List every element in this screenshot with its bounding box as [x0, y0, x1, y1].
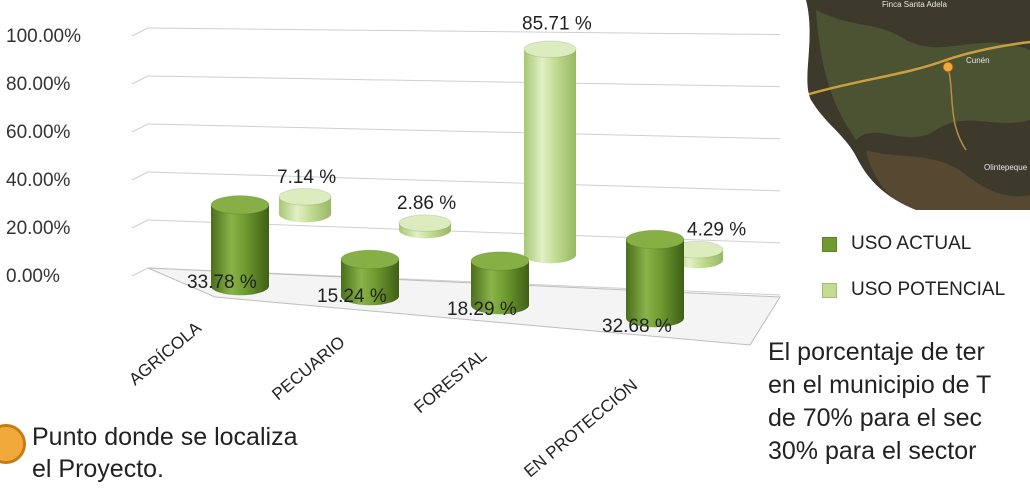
gridline-side: [131, 267, 149, 277]
note-line: en el municipio de T: [768, 371, 992, 399]
bar-uso-potencial-body: [524, 49, 576, 264]
bar-chart: 0.00% 20.00% 40.00% 60.00% 80.00% 100.00% 7.1…: [6, 13, 781, 481]
y-tick-label: 100.00%: [6, 26, 81, 47]
y-tick-label: 60.00%: [6, 122, 71, 143]
gridline: [147, 27, 781, 36]
map-town-label: Olintepeque: [984, 163, 1028, 172]
data-label-uso-actual: 33.78 %: [187, 272, 257, 293]
data-label-uso-potencial: 7.14 %: [277, 167, 336, 188]
satellite-map-image: [796, 0, 1030, 210]
y-tick-label: 80.00%: [6, 74, 71, 95]
gridline: [147, 75, 781, 88]
marker-caption: Punto donde se localiza el Proyecto.: [32, 421, 297, 485]
bar-uso-actual-top: [625, 229, 685, 250]
bar-uso-potencial-top: [278, 188, 332, 206]
caption-line: el Proyecto.: [32, 455, 165, 483]
gridline-side: [131, 75, 149, 85]
gridline: [147, 171, 781, 192]
data-label-uso-actual: 15.24 %: [317, 286, 387, 307]
bar-uso-actual: [625, 229, 685, 328]
bar-uso-actual-body: [341, 259, 399, 306]
location-map: Finca Santa Adela Cunén Olintepeque: [796, 0, 1030, 210]
chart-legend: USO ACTUAL USO POTENCIAL: [822, 226, 1005, 318]
bar-uso-actual-top: [470, 251, 530, 271]
note-line: El porcentaje de ter: [768, 338, 985, 366]
x-category-label: PECUARIO: [268, 332, 348, 404]
gridline-side: [131, 171, 149, 181]
legend-label: USO ACTUAL: [851, 233, 972, 254]
y-tick-label: 40.00%: [6, 170, 71, 191]
legend-swatch-icon: [822, 236, 837, 252]
x-category-label: FORESTAL: [410, 346, 490, 417]
bar-uso-actual-body: [471, 261, 529, 315]
legend-label: USO POTENCIAL: [851, 279, 1006, 300]
x-category-label: AGRÍCOLA: [125, 318, 205, 389]
description-text: El porcentaje de ter en el municipio de …: [768, 336, 1030, 468]
bar-uso-actual: [210, 195, 270, 296]
map-town-label: Finca Santa Adela: [882, 0, 947, 9]
caption-line: Punto donde se localiza: [32, 423, 298, 451]
bar-uso-potencial: [523, 40, 577, 264]
legend-swatch-icon: [822, 282, 837, 298]
data-label-uso-potencial: 2.86 %: [397, 193, 456, 214]
gridline-side: [131, 123, 149, 133]
chart-floor: [147, 267, 781, 346]
data-label-uso-potencial: 85.71 %: [522, 13, 592, 34]
bar-uso-actual-top: [210, 195, 270, 215]
bar-uso-potencial-top: [398, 214, 452, 232]
gridline: [147, 123, 781, 140]
note-line: de 70% para el sec: [768, 404, 983, 432]
bar-uso-actual-body: [626, 239, 684, 328]
data-label-uso-actual: 32.68 %: [602, 316, 672, 337]
gridline-side: [131, 219, 149, 229]
map-town-label: Cunén: [966, 56, 990, 65]
legend-item-uso-potencial: USO POTENCIAL: [822, 272, 1005, 308]
bar-uso-actual-top: [340, 249, 400, 270]
data-label-uso-potencial: 4.29 %: [687, 220, 746, 241]
bar-uso-actual-body: [211, 204, 269, 296]
legend-item-uso-actual: USO ACTUAL: [822, 226, 1005, 262]
gridline-side: [131, 27, 149, 37]
bar-uso-actual: [470, 251, 530, 315]
x-category-label: EN PROTECCIÓN: [520, 375, 641, 481]
y-tick-label: 0.00%: [6, 266, 60, 287]
note-line: 30% para el sector: [768, 437, 977, 465]
bar-uso-actual: [340, 249, 400, 306]
bar-uso-potencial-top: [523, 40, 577, 59]
data-label-uso-actual: 18.29 %: [447, 299, 517, 320]
y-tick-label: 20.00%: [6, 218, 71, 239]
bar-uso-potencial: [278, 188, 332, 223]
bar-uso-potencial: [398, 214, 452, 239]
